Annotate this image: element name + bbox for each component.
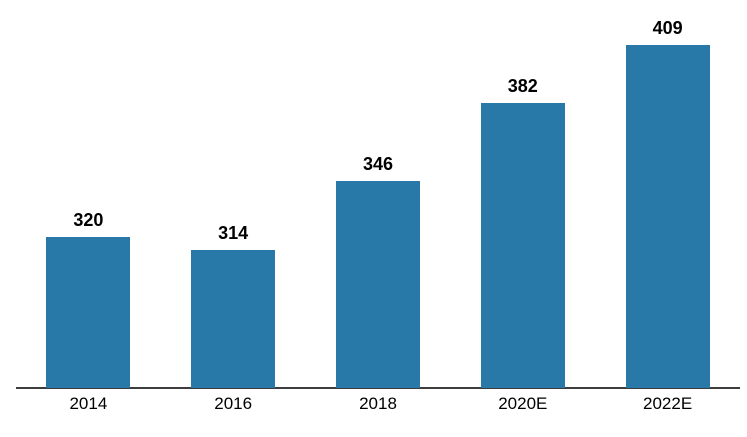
bar-2020e — [480, 103, 565, 388]
x-tick-label-2022e: 2022E — [643, 394, 693, 413]
bar-2018 — [336, 181, 420, 388]
bar-2016 — [191, 250, 276, 388]
bar-value-label-2022e: 409 — [652, 18, 683, 38]
bar-value-label-2018: 346 — [362, 154, 394, 174]
x-tick-label-2014: 2014 — [69, 394, 108, 413]
bar-2014 — [46, 237, 131, 388]
x-tick-label-2020e: 2020E — [498, 394, 548, 413]
bar-value-label-2020e: 382 — [507, 76, 538, 96]
bar-value-label-2014: 320 — [73, 210, 104, 230]
bar-value-label-2016: 314 — [218, 223, 249, 243]
x-tick-label-2018: 2018 — [359, 394, 397, 413]
x-axis-line — [16, 387, 740, 389]
x-tick-label-2016: 2016 — [214, 394, 253, 413]
bar-2022e — [625, 45, 710, 388]
